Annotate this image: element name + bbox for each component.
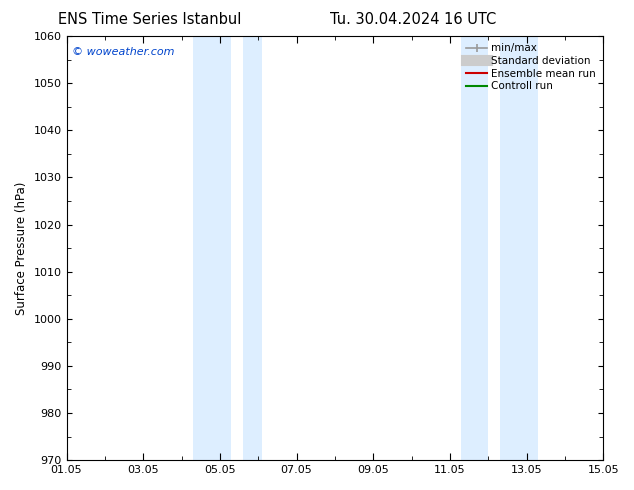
Text: ENS Time Series Istanbul: ENS Time Series Istanbul [58,12,241,27]
Bar [462,36,488,460]
Text: © woweather.com: © woweather.com [72,47,174,57]
Bar [193,36,231,460]
Legend: min/max, Standard deviation, Ensemble mean run, Controll run: min/max, Standard deviation, Ensemble me… [462,39,600,96]
Bar [243,36,262,460]
Bar [500,36,538,460]
Text: Tu. 30.04.2024 16 UTC: Tu. 30.04.2024 16 UTC [330,12,496,27]
Y-axis label: Surface Pressure (hPa): Surface Pressure (hPa) [15,181,28,315]
